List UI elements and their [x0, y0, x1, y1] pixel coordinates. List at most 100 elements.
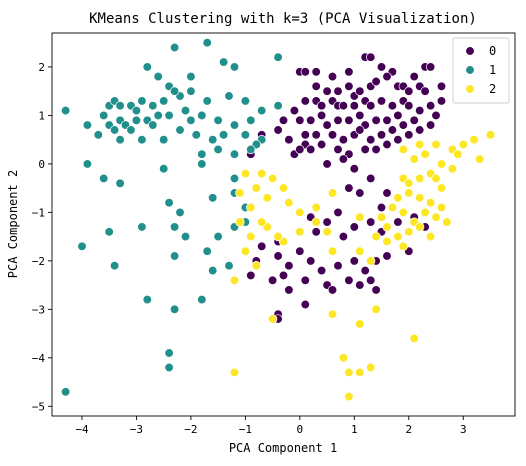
point-2-32 — [415, 193, 425, 203]
point-1-79 — [109, 261, 120, 271]
point-0-26 — [420, 86, 430, 96]
point-2-34 — [436, 202, 447, 213]
point-1-30 — [131, 115, 142, 125]
point-1-66 — [175, 207, 185, 218]
point-2-7 — [453, 149, 463, 159]
point-1-22 — [224, 91, 234, 101]
point-0-87 — [338, 154, 349, 164]
point-0-124 — [344, 275, 354, 285]
point-0-86 — [322, 159, 332, 169]
point-0-59 — [425, 120, 436, 130]
point-1-48 — [175, 125, 185, 135]
point-2-48 — [393, 231, 403, 242]
point-0-80 — [371, 144, 381, 155]
point-1-40 — [229, 120, 240, 130]
point-1-64 — [115, 178, 125, 188]
point-0-16 — [344, 81, 354, 91]
point-2-22 — [311, 202, 321, 213]
point-0-75 — [306, 144, 316, 155]
point-0-128 — [327, 285, 338, 295]
point-2-10 — [415, 139, 425, 150]
legend-marker-2 — [465, 84, 475, 94]
y-tick-label-7: 2 — [38, 61, 45, 74]
point-2-0 — [485, 130, 496, 140]
point-2-15 — [235, 188, 245, 198]
y-tick-label-2: −3 — [32, 303, 45, 316]
point-0-61 — [273, 125, 283, 135]
point-1-80 — [169, 251, 180, 261]
point-0-24 — [404, 86, 414, 96]
point-2-4 — [431, 139, 441, 150]
point-1-1 — [153, 71, 163, 82]
legend-label-0: 0 — [489, 44, 496, 58]
point-2-76 — [344, 391, 354, 402]
point-2-66 — [366, 256, 376, 266]
point-2-14 — [267, 173, 278, 184]
point-2-20 — [284, 198, 294, 208]
point-0-13 — [311, 81, 321, 91]
point-0-95 — [322, 217, 332, 227]
point-0-6 — [366, 52, 376, 62]
point-1-52 — [240, 130, 251, 140]
point-1-32 — [148, 120, 158, 130]
point-1-38 — [197, 110, 207, 121]
point-0-54 — [382, 115, 392, 125]
point-0-40 — [404, 101, 414, 111]
point-0-109 — [284, 261, 294, 271]
point-2-29 — [436, 183, 447, 193]
point-1-65 — [164, 198, 174, 208]
point-0-60 — [278, 115, 289, 125]
y-tick-label-4: −1 — [32, 206, 45, 219]
point-1-5 — [186, 71, 196, 82]
point-2-67 — [355, 319, 365, 329]
point-0-42 — [425, 101, 436, 111]
point-2-71 — [267, 314, 278, 324]
point-2-43 — [425, 231, 436, 242]
point-2-5 — [420, 149, 430, 159]
y-tick-label-6: 1 — [38, 109, 45, 122]
point-0-64 — [327, 130, 338, 140]
point-0-77 — [333, 144, 343, 155]
point-0-36 — [366, 101, 376, 111]
point-0-51 — [355, 110, 365, 121]
point-2-61 — [240, 246, 251, 256]
point-0-65 — [338, 135, 349, 145]
point-2-39 — [387, 202, 398, 213]
x-tick-label-1: −3 — [130, 423, 143, 436]
point-2-40 — [398, 207, 408, 218]
x-tick-label-0: −4 — [75, 423, 89, 436]
point-0-1 — [300, 67, 310, 77]
point-0-48 — [322, 120, 332, 130]
point-2-26 — [415, 173, 425, 184]
point-2-35 — [420, 207, 430, 218]
point-0-119 — [246, 270, 256, 281]
y-tick-label-3: −2 — [32, 255, 45, 268]
point-2-70 — [409, 333, 419, 344]
scatter-points — [60, 38, 496, 402]
point-1-20 — [186, 86, 196, 96]
point-1-13 — [115, 101, 125, 111]
point-0-120 — [267, 275, 278, 285]
point-1-72 — [180, 231, 191, 242]
point-1-83 — [142, 294, 152, 305]
point-2-73 — [344, 367, 354, 378]
point-1-3 — [202, 38, 212, 48]
point-2-8 — [409, 154, 419, 164]
point-2-47 — [382, 236, 392, 247]
point-0-44 — [289, 105, 300, 116]
point-0-43 — [431, 110, 441, 121]
series-2 — [229, 130, 496, 402]
point-0-105 — [257, 241, 267, 251]
point-0-93 — [376, 202, 387, 213]
point-2-45 — [382, 222, 392, 232]
point-2-69 — [327, 309, 338, 319]
point-1-70 — [137, 222, 147, 232]
point-2-23 — [327, 188, 338, 198]
point-0-113 — [333, 261, 343, 271]
point-2-37 — [442, 217, 452, 227]
series-0 — [246, 52, 447, 324]
point-0-14 — [322, 86, 332, 96]
point-0-18 — [355, 86, 365, 96]
point-0-58 — [415, 125, 425, 135]
point-2-60 — [235, 217, 245, 227]
